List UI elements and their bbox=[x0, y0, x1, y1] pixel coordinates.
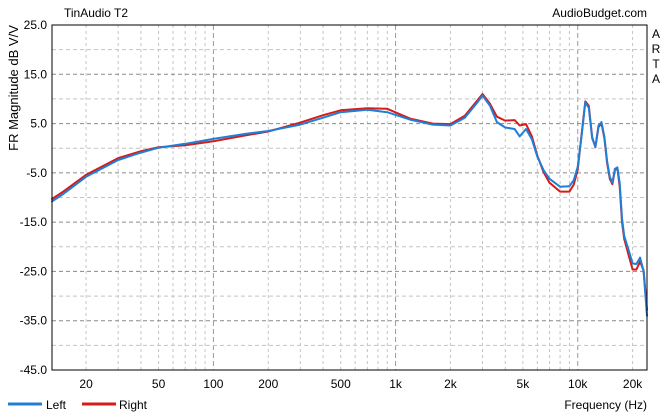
plot-frame bbox=[51, 24, 648, 371]
y-tick-labels: 25.0 15.0 5.0 -5.0 -15.0 -25.0 -35.0 -45.0 bbox=[20, 18, 48, 377]
y-tick-label: 5.0 bbox=[30, 117, 47, 131]
y-tick-label: -45.0 bbox=[20, 363, 48, 377]
legend: Left Right bbox=[8, 398, 148, 412]
x-tick-label: 5k bbox=[517, 377, 531, 391]
x-axis-label: Frequency (Hz) bbox=[564, 398, 647, 412]
legend-label-right: Right bbox=[119, 398, 148, 412]
x-tick-label: 50 bbox=[152, 377, 166, 391]
arta-letter: A bbox=[652, 72, 660, 86]
x-tick-label: 2k bbox=[444, 377, 458, 391]
y-tick-label: 15.0 bbox=[24, 67, 48, 81]
x-tick-label: 100 bbox=[203, 377, 223, 391]
x-tick-label: 1k bbox=[389, 377, 403, 391]
y-tick-label: -25.0 bbox=[20, 264, 48, 278]
chart-title: TinAudio T2 bbox=[64, 6, 128, 20]
arta-letter: T bbox=[652, 57, 660, 71]
grid bbox=[52, 25, 647, 370]
y-tick-label: 25.0 bbox=[24, 18, 48, 32]
series-layer bbox=[51, 93, 648, 317]
arta-letter: R bbox=[652, 42, 661, 56]
x-tick-label: 500 bbox=[331, 377, 351, 391]
x-tick-label: 10k bbox=[568, 377, 588, 391]
x-tick-label: 200 bbox=[258, 377, 278, 391]
legend-label-left: Left bbox=[46, 398, 67, 412]
source-label: AudioBudget.com bbox=[552, 6, 647, 20]
y-tick-label: -5.0 bbox=[26, 166, 47, 180]
x-tick-labels: 20 50 100 200 500 1k 2k 5k 10k 20k bbox=[79, 377, 643, 391]
series-line-left bbox=[51, 94, 648, 317]
y-tick-label: -15.0 bbox=[20, 215, 48, 229]
x-tick-label: 20 bbox=[79, 377, 93, 391]
arta-letter: A bbox=[652, 27, 660, 41]
x-tick-label: 20k bbox=[623, 377, 643, 391]
y-tick-label: -35.0 bbox=[20, 314, 48, 328]
y-axis-label: FR Magnitude dB V/V bbox=[6, 25, 21, 151]
